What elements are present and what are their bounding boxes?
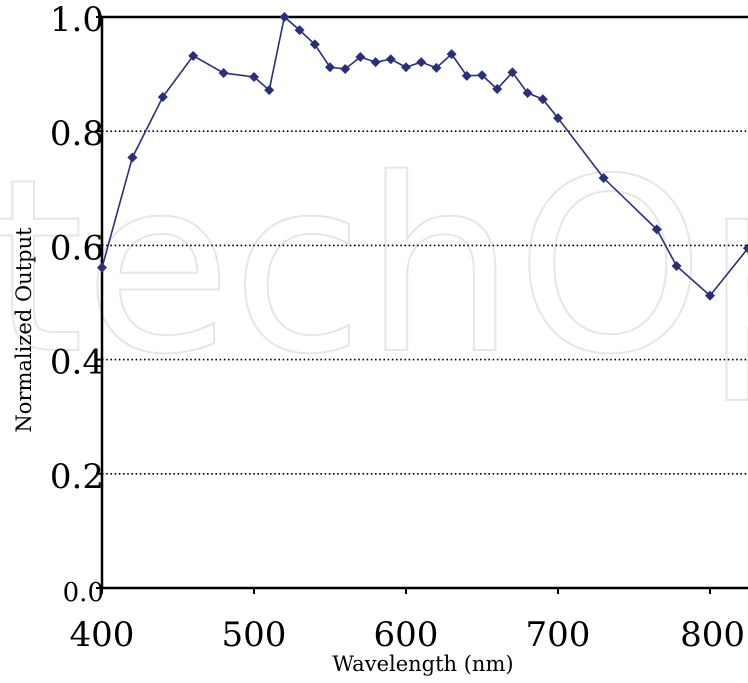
data-point [431,62,442,73]
data-point [537,94,548,105]
data-point [97,262,107,273]
data-point [309,39,320,50]
gridlines [102,130,748,475]
data-point [294,25,305,36]
y-axis-title: Normalized Output [12,227,36,433]
data-point [553,113,563,124]
data-point [279,12,290,22]
data-point [385,54,396,65]
data-point [598,173,609,184]
data-point [671,260,682,271]
data-point [157,91,168,102]
x-tick-label: 500 [222,615,287,655]
data-point [446,49,457,60]
data-point [218,67,229,78]
data-point [188,50,199,61]
data-point [340,63,351,74]
data-point [370,57,381,68]
y-tick-label: 0.0 [63,578,104,608]
data-point [743,243,748,254]
data-point [355,51,366,62]
watermark: techOpen [0,127,748,407]
data-markers [97,12,748,301]
x-axis-title: Wavelength (nm) [332,652,513,676]
data-point [507,67,518,78]
data-point [492,83,503,94]
y-tick-label: 0.6 [50,228,104,268]
y-tick-label: 0.4 [50,343,104,383]
data-point [249,71,259,82]
data-point [477,70,487,81]
data-point [705,290,715,301]
data-point [651,224,662,235]
data-point [522,87,533,98]
axes [96,15,748,594]
data-point [416,57,427,68]
y-tick-label: 0.8 [50,114,104,154]
x-tick-label: 600 [374,615,439,655]
y-tick-label: 0.2 [50,457,104,497]
data-point [127,152,138,163]
y-tick-labels: 0.0 0.2 0.4 0.6 0.8 1.0 [50,0,104,608]
data-point [325,62,335,73]
x-tick-label: 800 [680,615,745,655]
data-point [461,70,472,81]
x-tick-label: 700 [526,615,591,655]
x-tick-labels: 400 500 600 700 800 [70,615,745,655]
x-tick-label: 400 [70,615,135,655]
data-point [264,85,275,96]
y-tick-label: 1.0 [50,0,104,40]
data-point [401,62,411,73]
